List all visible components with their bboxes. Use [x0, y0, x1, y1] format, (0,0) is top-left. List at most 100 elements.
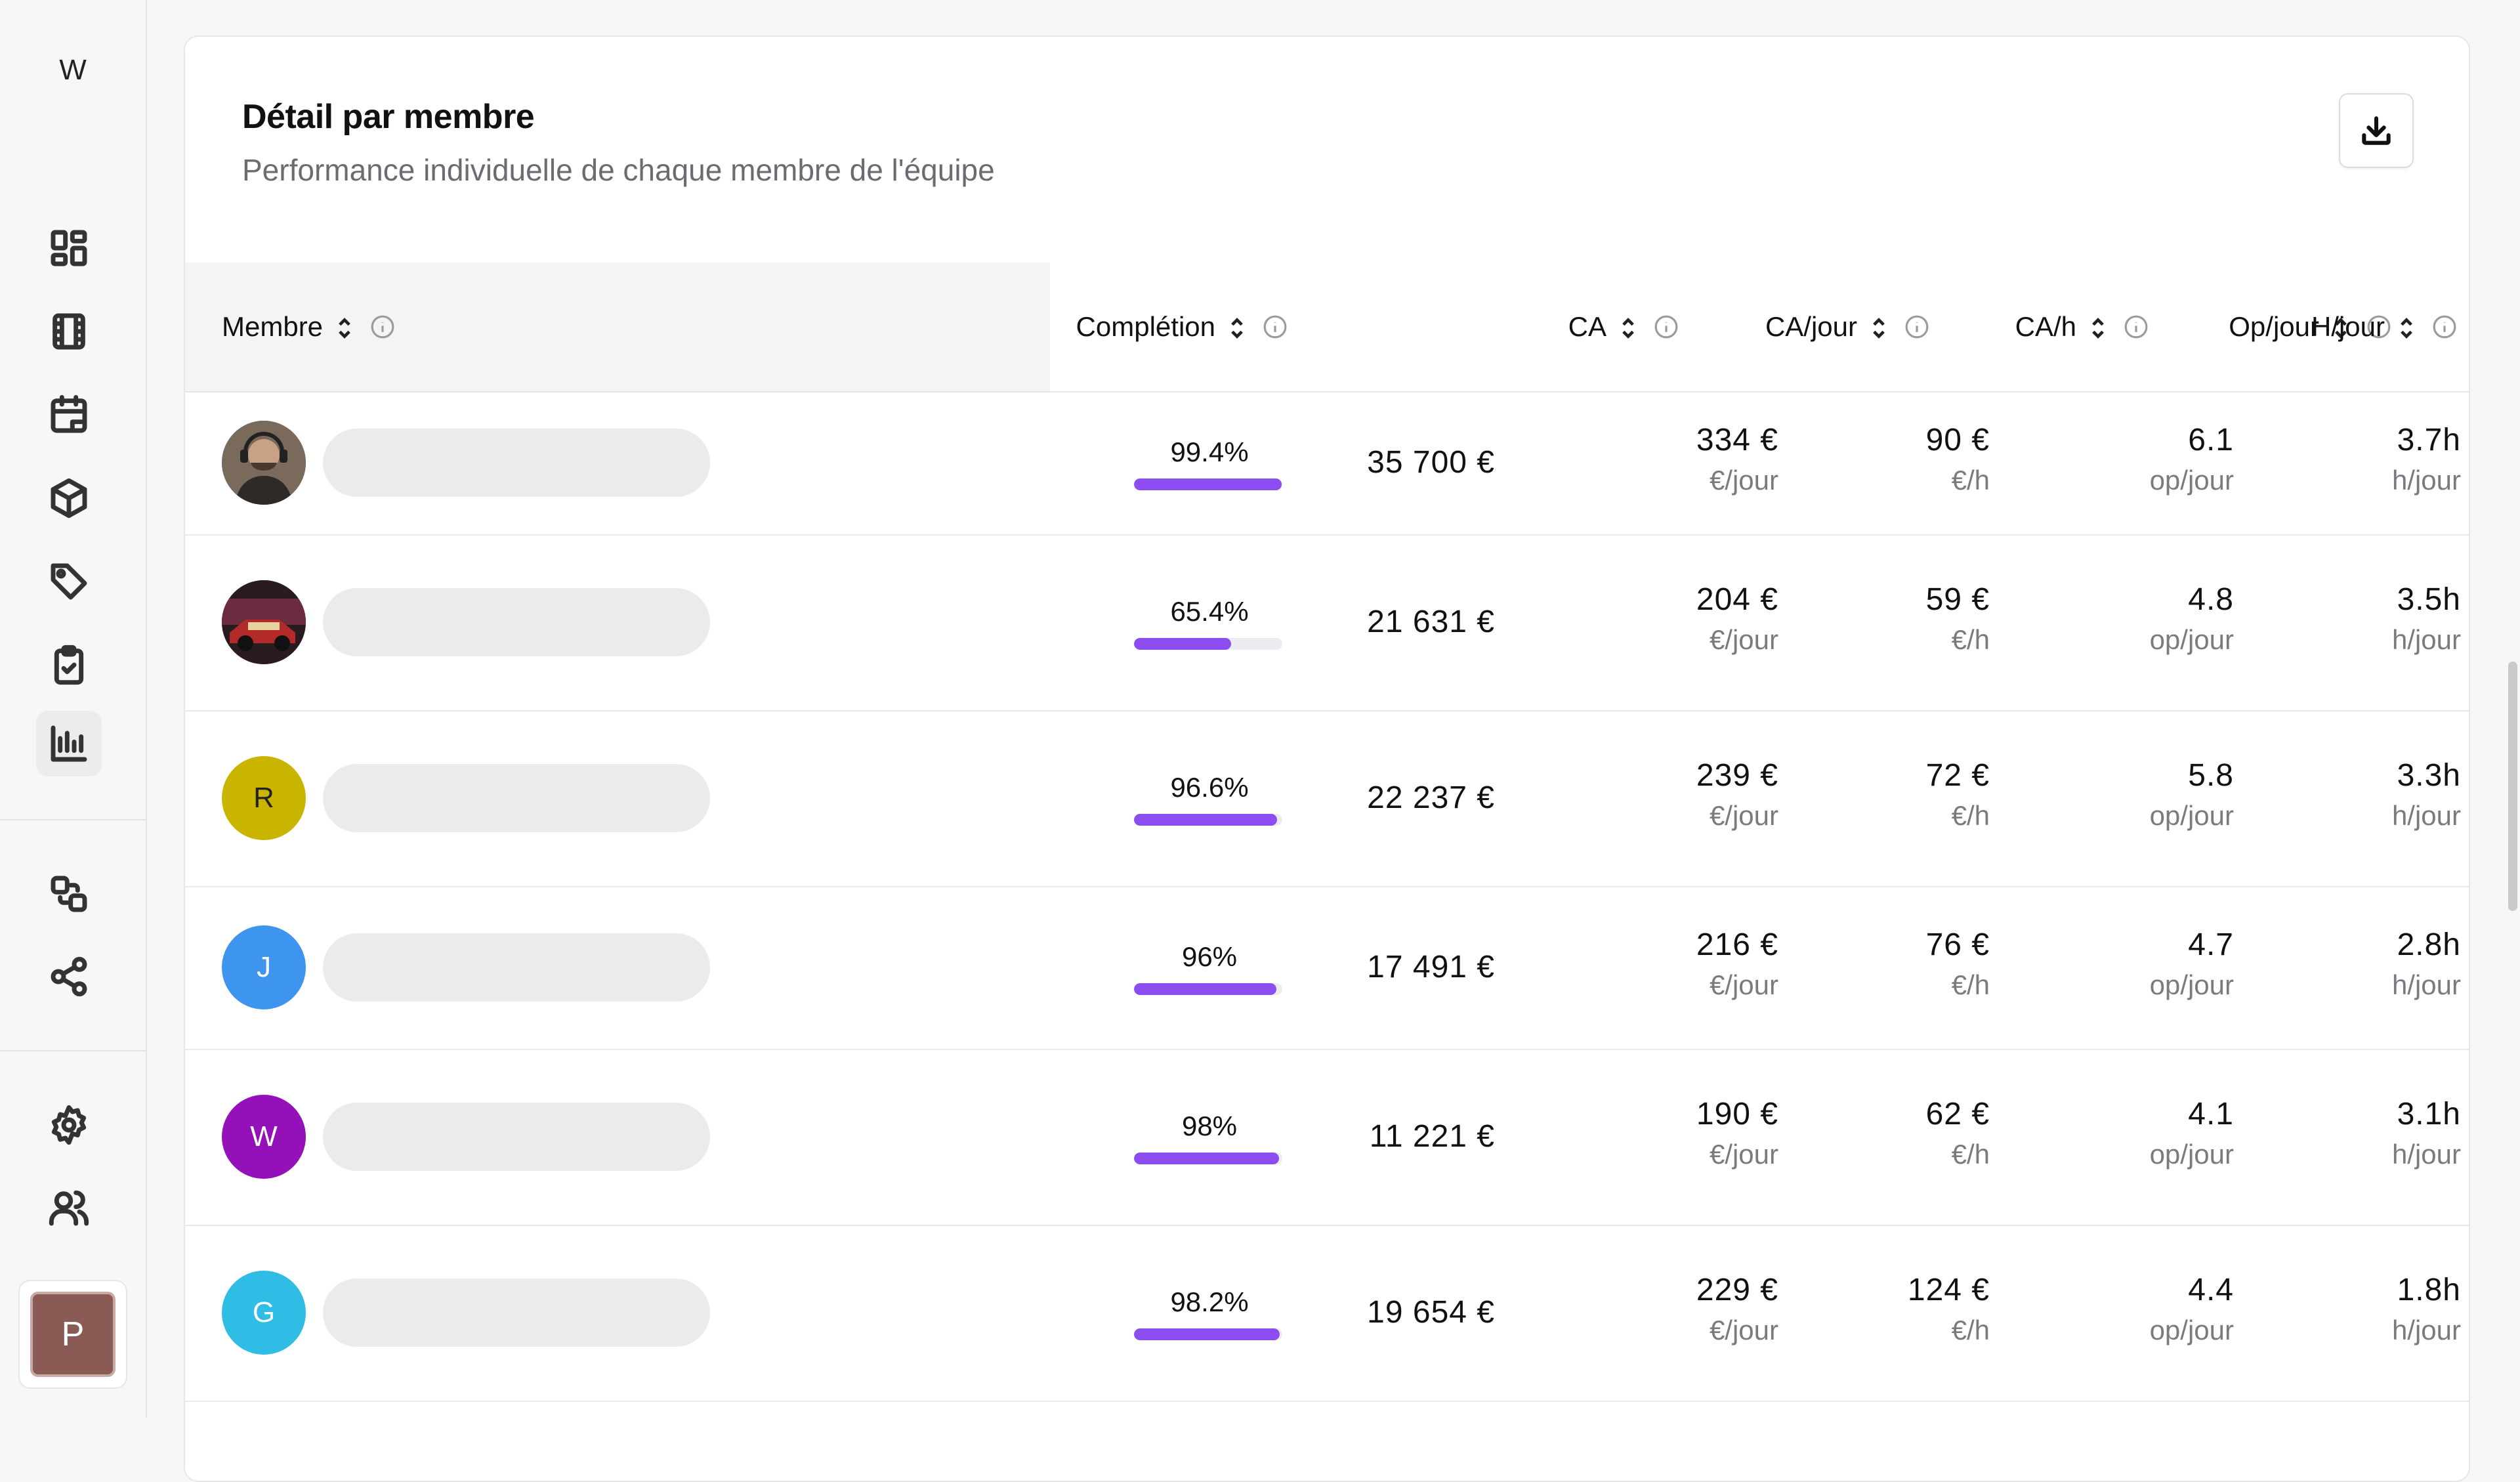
h-jour-cell: 1.8h h/jour [2392, 1272, 2461, 1346]
calendar-icon [51, 394, 87, 433]
nav-tags[interactable] [36, 549, 102, 614]
column-header-op-jour[interactable]: Op/jour [2229, 263, 2391, 391]
member-name-redacted[interactable] [323, 933, 710, 1002]
nav-statistics[interactable] [36, 711, 102, 776]
nav-team[interactable] [36, 1175, 102, 1240]
scrollbar[interactable] [2508, 662, 2517, 911]
op-jour-value: 4.7 [2188, 927, 2234, 962]
completion-value: 98.2% [1170, 1286, 1249, 1317]
app-logo[interactable]: W [59, 54, 87, 86]
nav-settings[interactable] [36, 1092, 102, 1158]
info-icon[interactable] [2366, 314, 2391, 339]
nav-dashboard[interactable] [36, 215, 102, 281]
ca-h-value: 62 € [1925, 1097, 1990, 1132]
op-jour-value: 4.8 [2188, 582, 2234, 617]
completion-cell: 96.6% [1134, 772, 1285, 826]
ca-value: 19 654 € [1367, 1295, 1495, 1330]
sidebar: W P [0, 0, 147, 1418]
nav-films[interactable] [36, 299, 102, 364]
column-header-completion[interactable]: Complétion [1076, 263, 1288, 391]
completion-value: 99.4% [1170, 436, 1249, 467]
op-jour-cell: 5.8 op/jour [2150, 757, 2234, 832]
op-jour-value: 5.8 [2188, 758, 2234, 793]
ca-h-unit: €/h [1951, 1315, 1990, 1345]
user-avatar: P [30, 1292, 116, 1377]
member-initial: R [253, 782, 274, 814]
completion-bar [1134, 638, 1282, 650]
member-name-redacted[interactable] [323, 429, 710, 497]
op-jour-value: 4.1 [2188, 1097, 2234, 1132]
column-header-ca-h[interactable]: CA/h [2015, 263, 2149, 391]
h-jour-unit: h/jour [2391, 800, 2461, 831]
ca-jour-value: 190 € [1696, 1097, 1778, 1132]
sort-icon[interactable] [2091, 315, 2105, 339]
ca-value: 17 491 € [1367, 950, 1495, 984]
ca-value: 35 700 € [1367, 445, 1495, 480]
member-initial: G [252, 1296, 276, 1328]
sort-icon[interactable] [2334, 315, 2348, 339]
ca-jour-cell: 204 € €/jour [1696, 582, 1778, 656]
ca-jour-cell: 239 € €/jour [1696, 757, 1778, 832]
info-icon[interactable] [1904, 314, 1929, 339]
column-header-member[interactable]: Membre [222, 263, 395, 391]
nav-share[interactable] [36, 944, 102, 1009]
table-row[interactable]: 65.4% 21 631 € 204 € €/jour 59 € €/h 4.8 op/jou… [185, 534, 2469, 711]
ca-h-cell: 124 € €/h [1908, 1272, 1990, 1346]
completion-bar-fill [1134, 814, 1278, 826]
column-header-h-jour[interactable]: H/jour [2311, 263, 2457, 391]
member-name-redacted[interactable] [323, 764, 710, 832]
column-header-ca[interactable]: CA [1568, 263, 1679, 391]
ca-jour-cell: 334 € €/jour [1696, 422, 1778, 496]
sort-icon[interactable] [2399, 315, 2414, 339]
info-icon[interactable] [2432, 314, 2457, 339]
sort-icon[interactable] [337, 315, 352, 339]
info-icon[interactable] [370, 314, 395, 339]
h-jour-value: 3.5h [2397, 582, 2461, 617]
info-icon[interactable] [1263, 314, 1288, 339]
op-jour-value: 6.1 [2188, 423, 2234, 457]
nav-products[interactable] [36, 465, 102, 531]
column-header-label: Membre [222, 311, 324, 342]
op-jour-unit: op/jour [2149, 1139, 2234, 1170]
completion-value: 96% [1181, 941, 1238, 972]
column-header-ca-jour[interactable]: CA/jour [1765, 263, 1929, 391]
ca-jour-cell: 190 € €/jour [1696, 1096, 1778, 1170]
nav-tasks[interactable] [36, 632, 102, 698]
info-icon[interactable] [2124, 314, 2149, 339]
h-jour-cell: 3.3h h/jour [2392, 757, 2461, 832]
info-icon[interactable] [1654, 314, 1679, 339]
member-photo [222, 580, 306, 664]
table-row[interactable]: 99.4% 35 700 € 334 € €/jour 90 € €/h 6.1 op/jou… [185, 391, 2469, 536]
table-row[interactable]: G 98.2% 19 654 € 229 € €/jour 124 € €/h 4.4 op/j… [185, 1225, 2469, 1402]
download-button[interactable] [2339, 93, 2414, 168]
completion-bar-fill [1134, 983, 1276, 995]
table-row[interactable]: W 98% 11 221 € 190 € €/jour 62 € €/h 4.1 op/jour… [185, 1049, 2469, 1226]
member-avatar: R [222, 756, 306, 840]
bar-chart-icon [51, 725, 87, 762]
member-name-redacted[interactable] [323, 588, 710, 656]
download-icon [2362, 116, 2391, 145]
sort-icon[interactable] [1230, 315, 1244, 339]
member-detail-card: Détail par membre Performance individuel… [184, 35, 2470, 1482]
sort-icon[interactable] [1872, 315, 1886, 339]
member-name-redacted[interactable] [323, 1279, 710, 1347]
table-row[interactable]: J 96% 17 491 € 216 € €/jour 76 € €/h 4.7 op/jour… [185, 886, 2469, 1050]
transfer-icon [51, 876, 87, 912]
h-jour-unit: h/jour [2391, 465, 2461, 496]
ca-jour-cell: 229 € €/jour [1696, 1272, 1778, 1346]
ca-h-value: 90 € [1925, 423, 1990, 457]
table-row[interactable]: R 96.6% 22 237 € 239 € €/jour 72 € €/h 5.8 op/jo… [185, 710, 2469, 887]
user-menu[interactable]: P [18, 1280, 127, 1389]
member-name-redacted[interactable] [323, 1103, 710, 1171]
op-jour-cell: 4.1 op/jour [2150, 1096, 2234, 1170]
op-jour-unit: op/jour [2149, 465, 2234, 496]
member-avatar: G [222, 1271, 306, 1355]
completion-bar-fill [1134, 1328, 1280, 1340]
completion-value: 98% [1181, 1111, 1238, 1141]
nav-calendar[interactable] [36, 382, 102, 448]
nav-transfers[interactable] [36, 861, 102, 927]
column-header-label: CA [1568, 311, 1606, 342]
op-jour-cell: 4.4 op/jour [2150, 1272, 2234, 1346]
sort-icon[interactable] [1621, 315, 1635, 339]
sidebar-divider [0, 1050, 146, 1051]
